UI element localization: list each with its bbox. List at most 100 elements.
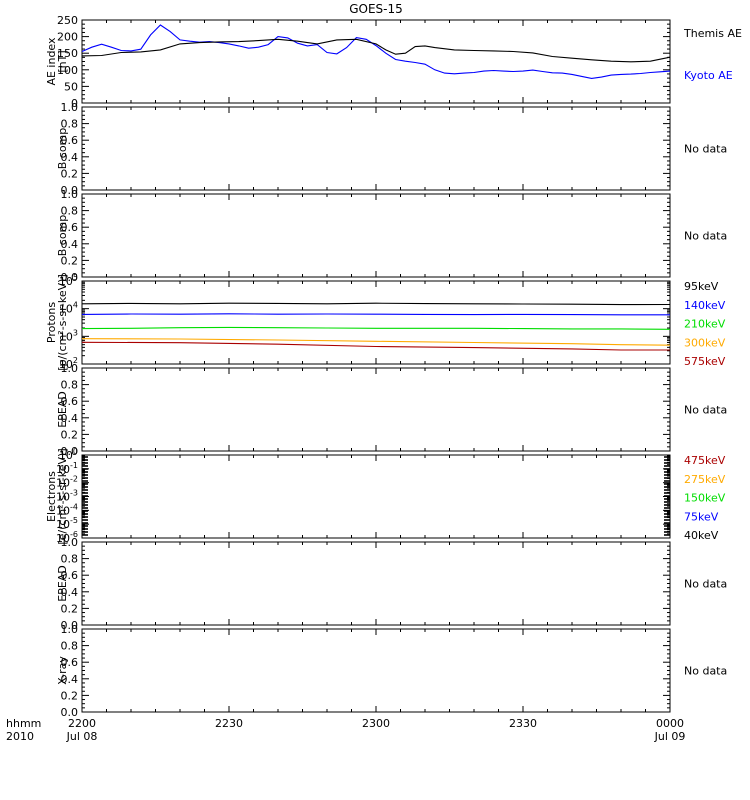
panel-epead2: 0.0 0.2 0.4 0.6 0.8 1.0 EPEAD No data — [56, 536, 727, 632]
no-data-label: No data — [684, 230, 727, 243]
legend-entry: 95keV — [684, 280, 719, 293]
y-tick-label: 0.2 — [61, 254, 79, 267]
y-axis-label: [nT] — [56, 50, 69, 72]
panel-frame — [81, 628, 671, 713]
y-axis-label: EPEAD — [56, 565, 69, 602]
y-tick-label: 0.8 — [61, 553, 79, 566]
y-tick-label: 0.4 — [61, 151, 79, 164]
y-tick-label: 0.0 — [61, 619, 79, 632]
y-tick-label: 150 — [57, 47, 78, 60]
panel-frame — [81, 367, 671, 452]
x-tick-label: 2330 — [509, 717, 537, 730]
y-tick-label: 0.8 — [61, 118, 79, 131]
panel-frame — [81, 193, 671, 278]
panel-bcomp1: 0.0 0.2 0.4 0.6 0.8 1.0 B comp No data — [56, 101, 727, 197]
series-group — [81, 302, 671, 351]
series-group — [81, 24, 671, 79]
legend-entry: 475keV — [684, 454, 726, 467]
y-tick-label: 0 — [71, 97, 78, 110]
y-tick-label: 1.0 — [61, 536, 79, 549]
y-tick-label: 0.4 — [61, 586, 79, 599]
y-axis-label: Protons — [45, 302, 58, 343]
legend-entry: 275keV — [684, 473, 726, 486]
y-tick-label: 0.4 — [61, 238, 79, 251]
panel-xray: 0.0 0.2 0.4 0.6 0.8 1.0 X-ray No data — [56, 623, 727, 719]
y-tick-label: 0.4 — [61, 673, 79, 686]
panels: 0 50 100 150 200 250 AE index[nT] Themis AE Kyot… — [45, 14, 742, 719]
legend-entry: 300keV — [684, 336, 726, 349]
y-tick-label: 1.0 — [61, 623, 79, 636]
legend-entry: 210keV — [684, 318, 726, 331]
y-tick-label: 0.8 — [61, 205, 79, 218]
y-axis-label: [e/(cm²-s-sr-keV)] — [56, 448, 69, 544]
no-data-label: No data — [684, 578, 727, 591]
y-tick-label: 1.0 — [61, 362, 79, 375]
x-date-label: Jul 09 — [654, 730, 686, 743]
x-tick-label: 2200 — [68, 717, 96, 730]
panel-bcomp2: 0.0 0.2 0.4 0.6 0.8 1.0 B comp No data — [56, 188, 727, 284]
legend-entry: 40keV — [684, 529, 719, 542]
x-tick-label: 0000 — [656, 717, 684, 730]
legend-entry: Kyoto AE — [684, 69, 733, 82]
legend-entry: 75keV — [684, 510, 719, 523]
y-tick-label: 0.2 — [61, 602, 79, 615]
panel-frame — [81, 106, 671, 191]
y-axis-label: Electrons — [45, 471, 58, 522]
y-tick-label: 50 — [64, 80, 78, 93]
corner-label-year: 2010 — [6, 730, 34, 743]
y-tick-label: 0.8 — [61, 640, 79, 653]
y-tick-label: 0.2 — [61, 167, 79, 180]
y-tick-label: 1.0 — [61, 188, 79, 201]
no-data-label: No data — [684, 404, 727, 417]
y-tick-label: 0.2 — [61, 689, 79, 702]
legend-entry: 140keV — [684, 299, 726, 312]
y-tick-label: 250 — [57, 14, 78, 27]
y-tick-label: 200 — [57, 31, 78, 44]
y-axis-label: [p/(cm²-s-sr-keV)] — [56, 274, 69, 371]
x-tick-label: 2300 — [362, 717, 390, 730]
legend-entry: 575keV — [684, 355, 726, 368]
panel-ae: 0 50 100 150 200 250 AE index[nT] Themis AE Kyot… — [45, 14, 742, 110]
legend-entry: Themis AE — [683, 27, 742, 40]
panel-epead1: 0.0 0.2 0.4 0.6 0.8 1.0 EPEAD No data — [56, 362, 727, 458]
series-line — [81, 326, 671, 330]
y-tick-label: 1.0 — [61, 101, 79, 114]
no-data-label: No data — [684, 143, 727, 156]
series-line — [81, 302, 671, 306]
y-tick-label: 0.0 — [61, 184, 79, 197]
series-line — [81, 38, 671, 63]
legend-entry: 150keV — [684, 492, 726, 505]
y-tick-label: 0.0 — [61, 445, 79, 458]
y-tick-label: 0.6 — [61, 134, 79, 147]
y-tick-label: 0.0 — [61, 706, 79, 719]
series-line — [81, 313, 670, 316]
y-tick-label: 0.6 — [61, 656, 79, 669]
y-tick-label: 0.2 — [61, 428, 79, 441]
x-date-label: Jul 08 — [66, 730, 98, 743]
y-axis-label: EPEAD — [56, 391, 69, 428]
y-tick-label: 0.6 — [61, 221, 79, 234]
panel-frame — [81, 541, 671, 626]
series-line — [81, 24, 671, 79]
y-axis-label: B comp — [56, 128, 69, 170]
y-axis-label: X-ray — [56, 656, 69, 685]
y-axis-label: AE index — [45, 37, 58, 86]
y-axis-label: B comp — [56, 215, 69, 257]
panel-frame — [81, 454, 671, 539]
series-line — [81, 338, 671, 346]
panel-frame — [81, 19, 671, 104]
panel-frame — [81, 280, 671, 365]
y-tick-label: 0.8 — [61, 379, 79, 392]
x-tick-label: 2230 — [215, 717, 243, 730]
no-data-label: No data — [684, 665, 727, 678]
y-tick-label: 0.4 — [61, 412, 79, 425]
series-line — [81, 341, 670, 351]
y-tick-label: 100 — [57, 64, 78, 77]
y-tick-label: 0.6 — [61, 395, 79, 408]
panel-electrons: 10-610-510-410-310-210-1100Electrons[e/(… — [45, 447, 726, 545]
y-tick-label: 0.6 — [61, 569, 79, 582]
y-tick-label: 0.0 — [61, 271, 79, 284]
